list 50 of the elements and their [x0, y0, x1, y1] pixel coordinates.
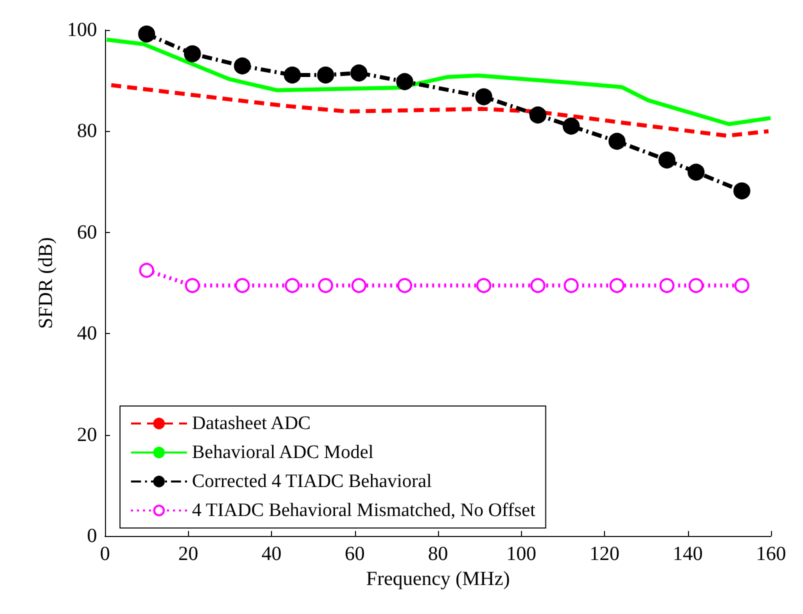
point	[284, 278, 300, 294]
point	[734, 278, 750, 294]
y-tick-label: 40	[77, 322, 97, 345]
point	[396, 73, 414, 90]
x-tick-label: 140	[672, 543, 703, 565]
point	[476, 278, 492, 294]
legend-label: 4 TIADC Behavioral Mismatched, No Offset	[192, 500, 536, 521]
point	[234, 278, 250, 294]
x-tick-label: 40	[262, 543, 282, 565]
point	[317, 66, 334, 84]
point	[608, 132, 626, 150]
y-axis-title: SFDR (dB)	[35, 237, 58, 329]
legend-label: Behavioral ADC Model	[192, 442, 374, 463]
point	[397, 278, 412, 294]
point	[284, 66, 301, 84]
x-tick-label: 60	[344, 543, 365, 565]
x-tick-label: 160	[756, 543, 786, 565]
point	[318, 278, 334, 294]
point	[564, 278, 579, 294]
y-tick-label: 20	[77, 424, 97, 446]
point	[562, 118, 580, 135]
point	[659, 278, 674, 294]
point	[234, 57, 251, 74]
x-tick-label: 100	[506, 543, 536, 565]
legend-label: Datasheet ADC	[192, 413, 311, 434]
point	[658, 152, 676, 169]
y-tick-label: 100	[67, 19, 97, 41]
y-tick-label: 0	[87, 525, 97, 547]
x-tick-label: 120	[590, 543, 620, 565]
x-axis-title: Frequency (MHz)	[366, 568, 510, 590]
point	[475, 88, 492, 106]
legend-label: Corrected 4 TIADC Behavioral	[192, 471, 432, 492]
x-tick-label: 20	[178, 543, 198, 565]
point	[184, 278, 200, 294]
line-series	[104, 38, 773, 126]
point	[184, 45, 201, 62]
point	[351, 278, 366, 294]
y-tick-label: 60	[77, 221, 97, 244]
point	[688, 164, 705, 181]
point	[610, 278, 624, 294]
point	[688, 278, 704, 294]
line-series	[109, 83, 771, 138]
point	[139, 262, 154, 278]
x-tick-label: 80	[428, 543, 448, 565]
point	[733, 182, 750, 200]
y-tick-label: 80	[77, 120, 97, 142]
point	[350, 64, 368, 82]
point	[138, 26, 156, 43]
point	[529, 106, 546, 124]
point	[530, 278, 546, 294]
